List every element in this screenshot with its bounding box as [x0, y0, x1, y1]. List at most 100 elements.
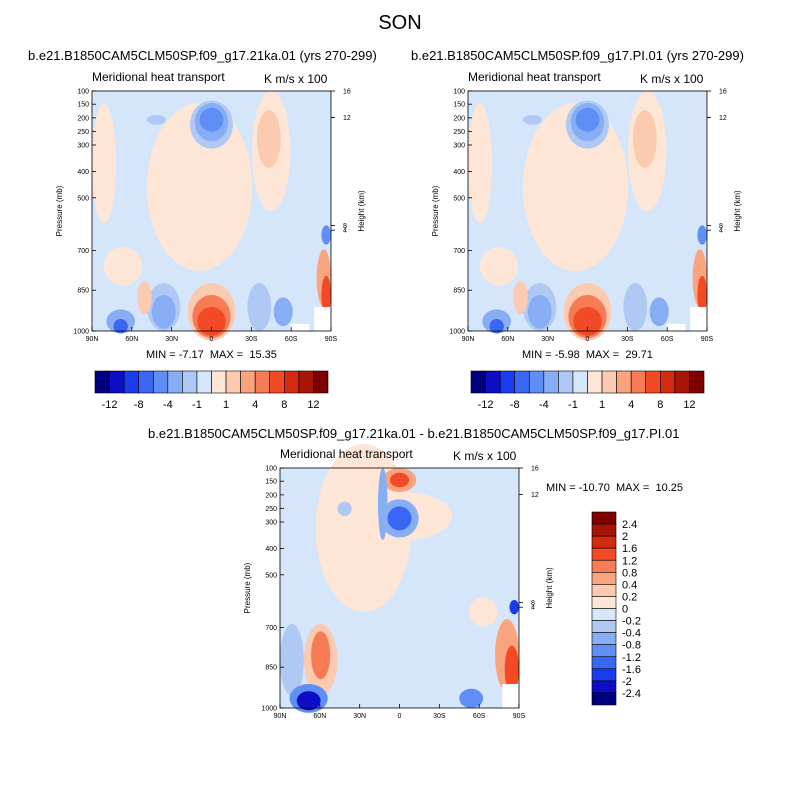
- panel3-colorbar-cell: [591, 559, 617, 573]
- panel3-colorbar-label: 0.8: [622, 567, 637, 579]
- panel2-colorbar-label: 12: [683, 399, 695, 411]
- panel3-subtitle: Meridional heat transport: [280, 447, 413, 461]
- panel3-colorbar-label: 2.4: [622, 519, 637, 531]
- panel1-subtitle: Meridional heat transport: [92, 70, 225, 84]
- panel1-ylabel: Pressure (mb): [55, 185, 64, 236]
- panel3-xtick-label: 90N: [274, 713, 287, 720]
- panel3-colorbar-cell: [591, 656, 617, 670]
- panel1-colorbar-cell: [240, 370, 256, 394]
- panel3-ytick-label: 850: [265, 665, 277, 672]
- panel3-mask: [502, 684, 519, 708]
- panel2-cell: [649, 297, 669, 327]
- panel3-title: b.e21.B1850CAM5CLM50SP.f09_g17.21ka.01 -…: [148, 426, 680, 441]
- panel2-units: K m/s x 100: [640, 72, 704, 86]
- panel3-colorbar-label: 0: [622, 604, 628, 616]
- panel3-colorbar-cell: [591, 668, 617, 682]
- panel3-xtick-label: 60N: [313, 713, 326, 720]
- panel3-xtick-label: 0: [398, 713, 402, 720]
- panel2-cell: [522, 103, 629, 271]
- panel1-max: 15.35: [249, 349, 277, 361]
- panel1-cell: [247, 283, 272, 331]
- panel2-colorbar-cell: [572, 370, 588, 394]
- panel1-cell: [273, 297, 293, 327]
- panel1-ytick-label: 400: [77, 169, 89, 176]
- panel3-colorbar-label: 2: [622, 531, 628, 543]
- panel1-ytick-label: 300: [77, 143, 89, 150]
- panel1-xtick-label: 90S: [325, 336, 338, 343]
- panel1-xtick-label: 30N: [165, 336, 178, 343]
- panel1-colorbar-label: 12: [307, 399, 319, 411]
- panel2-colorbar-cell: [674, 370, 690, 394]
- panel2-colorbar-cell: [485, 370, 501, 394]
- panel3-colorbar-cell: [591, 547, 617, 561]
- panel2-colorbar-cell: [543, 370, 559, 394]
- panel3-colorbar-cell: [591, 620, 617, 633]
- panel2-ytick-label: 700: [453, 248, 465, 255]
- panel1-mask: [290, 323, 310, 331]
- panel1-colorbar-cell: [225, 370, 241, 394]
- panel2-colorbar-cell: [689, 370, 705, 394]
- panel2-min: -5.98: [554, 349, 580, 361]
- panel2-colorbar-cell: [660, 370, 676, 394]
- panel1-minmax: MIN = -7.17 MAX = 15.35: [146, 349, 277, 361]
- panel1-cell: [197, 307, 226, 336]
- panel3-cell: [337, 501, 352, 516]
- panel1-title: b.e21.B1850CAM5CLM50SP.f09_g17.21ka.01 (…: [28, 48, 377, 63]
- panel3-ytick-label: 500: [265, 572, 277, 579]
- panel1-colorbar-cell: [196, 370, 212, 394]
- panel1-cell: [103, 247, 143, 286]
- panel2-ytick-label: 850: [453, 288, 465, 295]
- panel2-cell: [527, 295, 552, 329]
- panel2-subtitle: Meridional heat transport: [468, 70, 601, 84]
- panel2-minmax: MIN = -5.98 MAX = 29.71: [522, 349, 653, 361]
- panel3-cell: [387, 506, 412, 531]
- panel2-colorbar-label: -8: [510, 399, 520, 411]
- panel3-rtick-label: 4: [531, 605, 535, 612]
- panel2-xtick-label: 30S: [621, 336, 634, 343]
- panel2-ytick-label: 150: [453, 102, 465, 109]
- panel3-ytick-label: 200: [265, 492, 277, 499]
- panel2-colorbar-cell: [470, 370, 486, 394]
- panel3-colorbar-label: 0.4: [622, 579, 637, 591]
- panel1-colorbar-label: 4: [252, 399, 258, 411]
- panel2-colorbar-cell: [601, 370, 617, 394]
- panel2-ytick-label: 250: [453, 129, 465, 136]
- panel1-xtick-label: 0: [210, 336, 214, 343]
- panel3-xtick-label: 60S: [473, 713, 486, 720]
- panel2-cell: [697, 275, 707, 315]
- panel2-colorbar-cell: [499, 370, 515, 394]
- panel1-xtick-label: 60S: [285, 336, 298, 343]
- panel2-cell: [632, 110, 657, 168]
- panel3-colorbar-label: -2.4: [622, 688, 641, 700]
- panel2-rtick-label: 12: [719, 115, 727, 122]
- panel2-colorbar-cell: [514, 370, 530, 394]
- panel2-colorbar-label: 1: [599, 399, 605, 411]
- panel3-cell: [280, 624, 304, 696]
- panel3-minmax: MIN = -10.70 MAX = 10.25: [546, 482, 683, 494]
- panel2-cell: [575, 107, 600, 132]
- panel1-cell: [146, 103, 253, 271]
- panel1-cell: [92, 103, 116, 223]
- panel1-cell: [321, 275, 331, 315]
- panel2-colorbar-cell: [587, 370, 603, 394]
- panel3-cell: [389, 472, 410, 488]
- panel1-cell: [321, 225, 331, 245]
- panel1-cell: [137, 280, 152, 315]
- panel3-max: 10.25: [655, 482, 683, 494]
- panel1-colorbar-cell: [254, 370, 271, 394]
- panel1-xtick-label: 60N: [125, 336, 138, 343]
- panel3-colorbar-cell: [591, 511, 617, 525]
- panel1-rtick-label: 8: [343, 223, 347, 230]
- panel1-colorbar-cell: [94, 370, 110, 394]
- panel2-colorbar-label: 8: [657, 399, 663, 411]
- panel2-colorbar-cell: [528, 370, 545, 394]
- panel3-min: -10.70: [578, 482, 610, 494]
- panel3-colorbar-cell: [591, 535, 617, 549]
- panel2-colorbar-label: -12: [478, 399, 494, 411]
- panel2-colorbar-label: -4: [539, 399, 549, 411]
- panel1-colorbar-label: -8: [134, 399, 144, 411]
- figure-title: SON: [378, 12, 422, 34]
- panel3-ytick-label: 1000: [261, 706, 277, 713]
- panel2-ytick-label: 1000: [449, 329, 465, 336]
- panel1-ytick-label: 700: [77, 248, 89, 255]
